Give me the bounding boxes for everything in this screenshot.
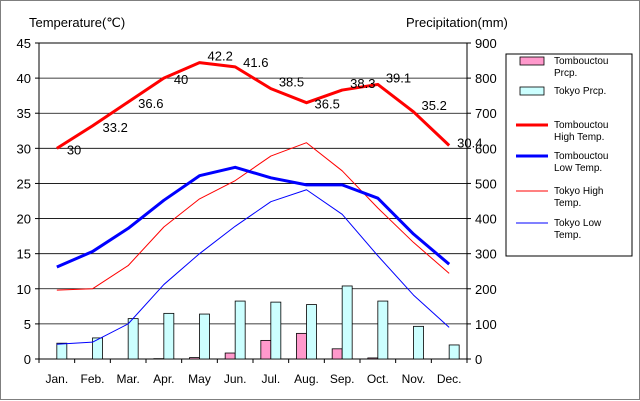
y-left-tick-label: 10: [17, 282, 31, 297]
bar-tokyo-prcp: [342, 286, 352, 359]
y-right-tick-label: 800: [475, 71, 497, 86]
y-right-axis-title: Precipitation(mm): [406, 15, 508, 30]
x-tick-label: Jul.: [261, 372, 280, 386]
plot-area: [39, 43, 467, 359]
bar-tokyo-prcp: [414, 326, 424, 359]
bar-tokyo-prcp: [200, 314, 210, 359]
legend-label: Low Temp.: [554, 163, 602, 174]
data-label: 30.4: [457, 136, 482, 151]
y-left-tick-label: 0: [24, 352, 31, 367]
y-left-axis-title: Temperature(℃): [29, 15, 125, 30]
y-left-tick-label: 20: [17, 212, 31, 227]
bar-tokyo-prcp: [235, 301, 245, 359]
bar-tokyo-prcp: [164, 313, 174, 359]
legend-swatch: [520, 57, 544, 65]
x-tick-label: Feb.: [80, 372, 104, 386]
x-tick-label: Apr.: [153, 372, 174, 386]
bar-tokyo-prcp: [378, 301, 388, 359]
y-right-tick-label: 200: [475, 282, 497, 297]
x-tick-label: Aug.: [294, 372, 319, 386]
bar-tokyo-prcp: [57, 343, 67, 359]
y-left-tick-label: 40: [17, 71, 31, 86]
x-tick-label: Jan.: [45, 372, 68, 386]
bar-tokyo-prcp: [128, 319, 138, 359]
data-label: 30: [67, 142, 81, 157]
bar-tokyo-prcp: [449, 345, 459, 359]
y-left-tick-label: 30: [17, 141, 31, 156]
bar-tombouctou-prcp: [332, 349, 342, 359]
y-left-tick-label: 5: [24, 317, 31, 332]
data-label: 36.5: [315, 97, 340, 112]
legend-swatch: [520, 87, 544, 95]
y-right-tick-label: 100: [475, 317, 497, 332]
y-right-tick-label: 900: [475, 36, 497, 51]
x-tick-label: Mar.: [116, 372, 139, 386]
y-right-tick-label: 0: [475, 352, 482, 367]
bar-tombouctou-prcp: [261, 340, 271, 359]
legend-label: Tokyo High: [554, 186, 603, 197]
legend-label: Tombouctou: [554, 120, 608, 131]
bar-tombouctou-prcp: [190, 358, 200, 359]
y-left-tick-label: 35: [17, 106, 31, 121]
legend-label: Tombouctou: [554, 151, 608, 162]
y-right-tick-label: 500: [475, 176, 497, 191]
data-label: 39.1: [386, 70, 411, 85]
data-label: 40: [174, 72, 188, 87]
data-label: 33.2: [103, 120, 128, 135]
data-label: 42.2: [208, 49, 233, 64]
x-tick-label: Dec.: [437, 372, 462, 386]
bar-tokyo-prcp: [307, 305, 317, 359]
x-tick-label: Oct.: [367, 372, 389, 386]
y-right-tick-label: 700: [475, 106, 497, 121]
y-right-tick-label: 300: [475, 247, 497, 262]
legend-label: Tokyo Low: [554, 218, 602, 229]
bar-tombouctou-prcp: [225, 353, 235, 359]
legend-label: Temp.: [554, 198, 581, 209]
bar-tombouctou-prcp: [368, 358, 378, 359]
bar-tombouctou-prcp: [297, 333, 307, 359]
legend-label: Tokyo Prcp.: [554, 86, 606, 97]
x-tick-label: Jun.: [224, 372, 247, 386]
y-left-tick-label: 25: [17, 176, 31, 191]
legend-label: High Temp.: [554, 132, 604, 143]
legend-label: Temp.: [554, 230, 581, 241]
y-left-tick-label: 45: [17, 36, 31, 51]
data-label: 38.5: [279, 75, 304, 90]
data-label: 41.6: [243, 55, 268, 70]
x-tick-label: May: [188, 372, 211, 386]
data-label: 38.3: [350, 76, 375, 91]
legend-label: Prcp.: [554, 68, 577, 79]
y-left-tick-label: 15: [17, 247, 31, 262]
y-right-tick-label: 400: [475, 212, 497, 227]
data-label: 35.2: [422, 98, 447, 113]
x-tick-label: Nov.: [402, 372, 426, 386]
data-label: 36.6: [138, 96, 163, 111]
legend-label: Tombouctou: [554, 56, 608, 67]
bar-tokyo-prcp: [271, 302, 281, 359]
x-tick-label: Sep.: [330, 372, 355, 386]
